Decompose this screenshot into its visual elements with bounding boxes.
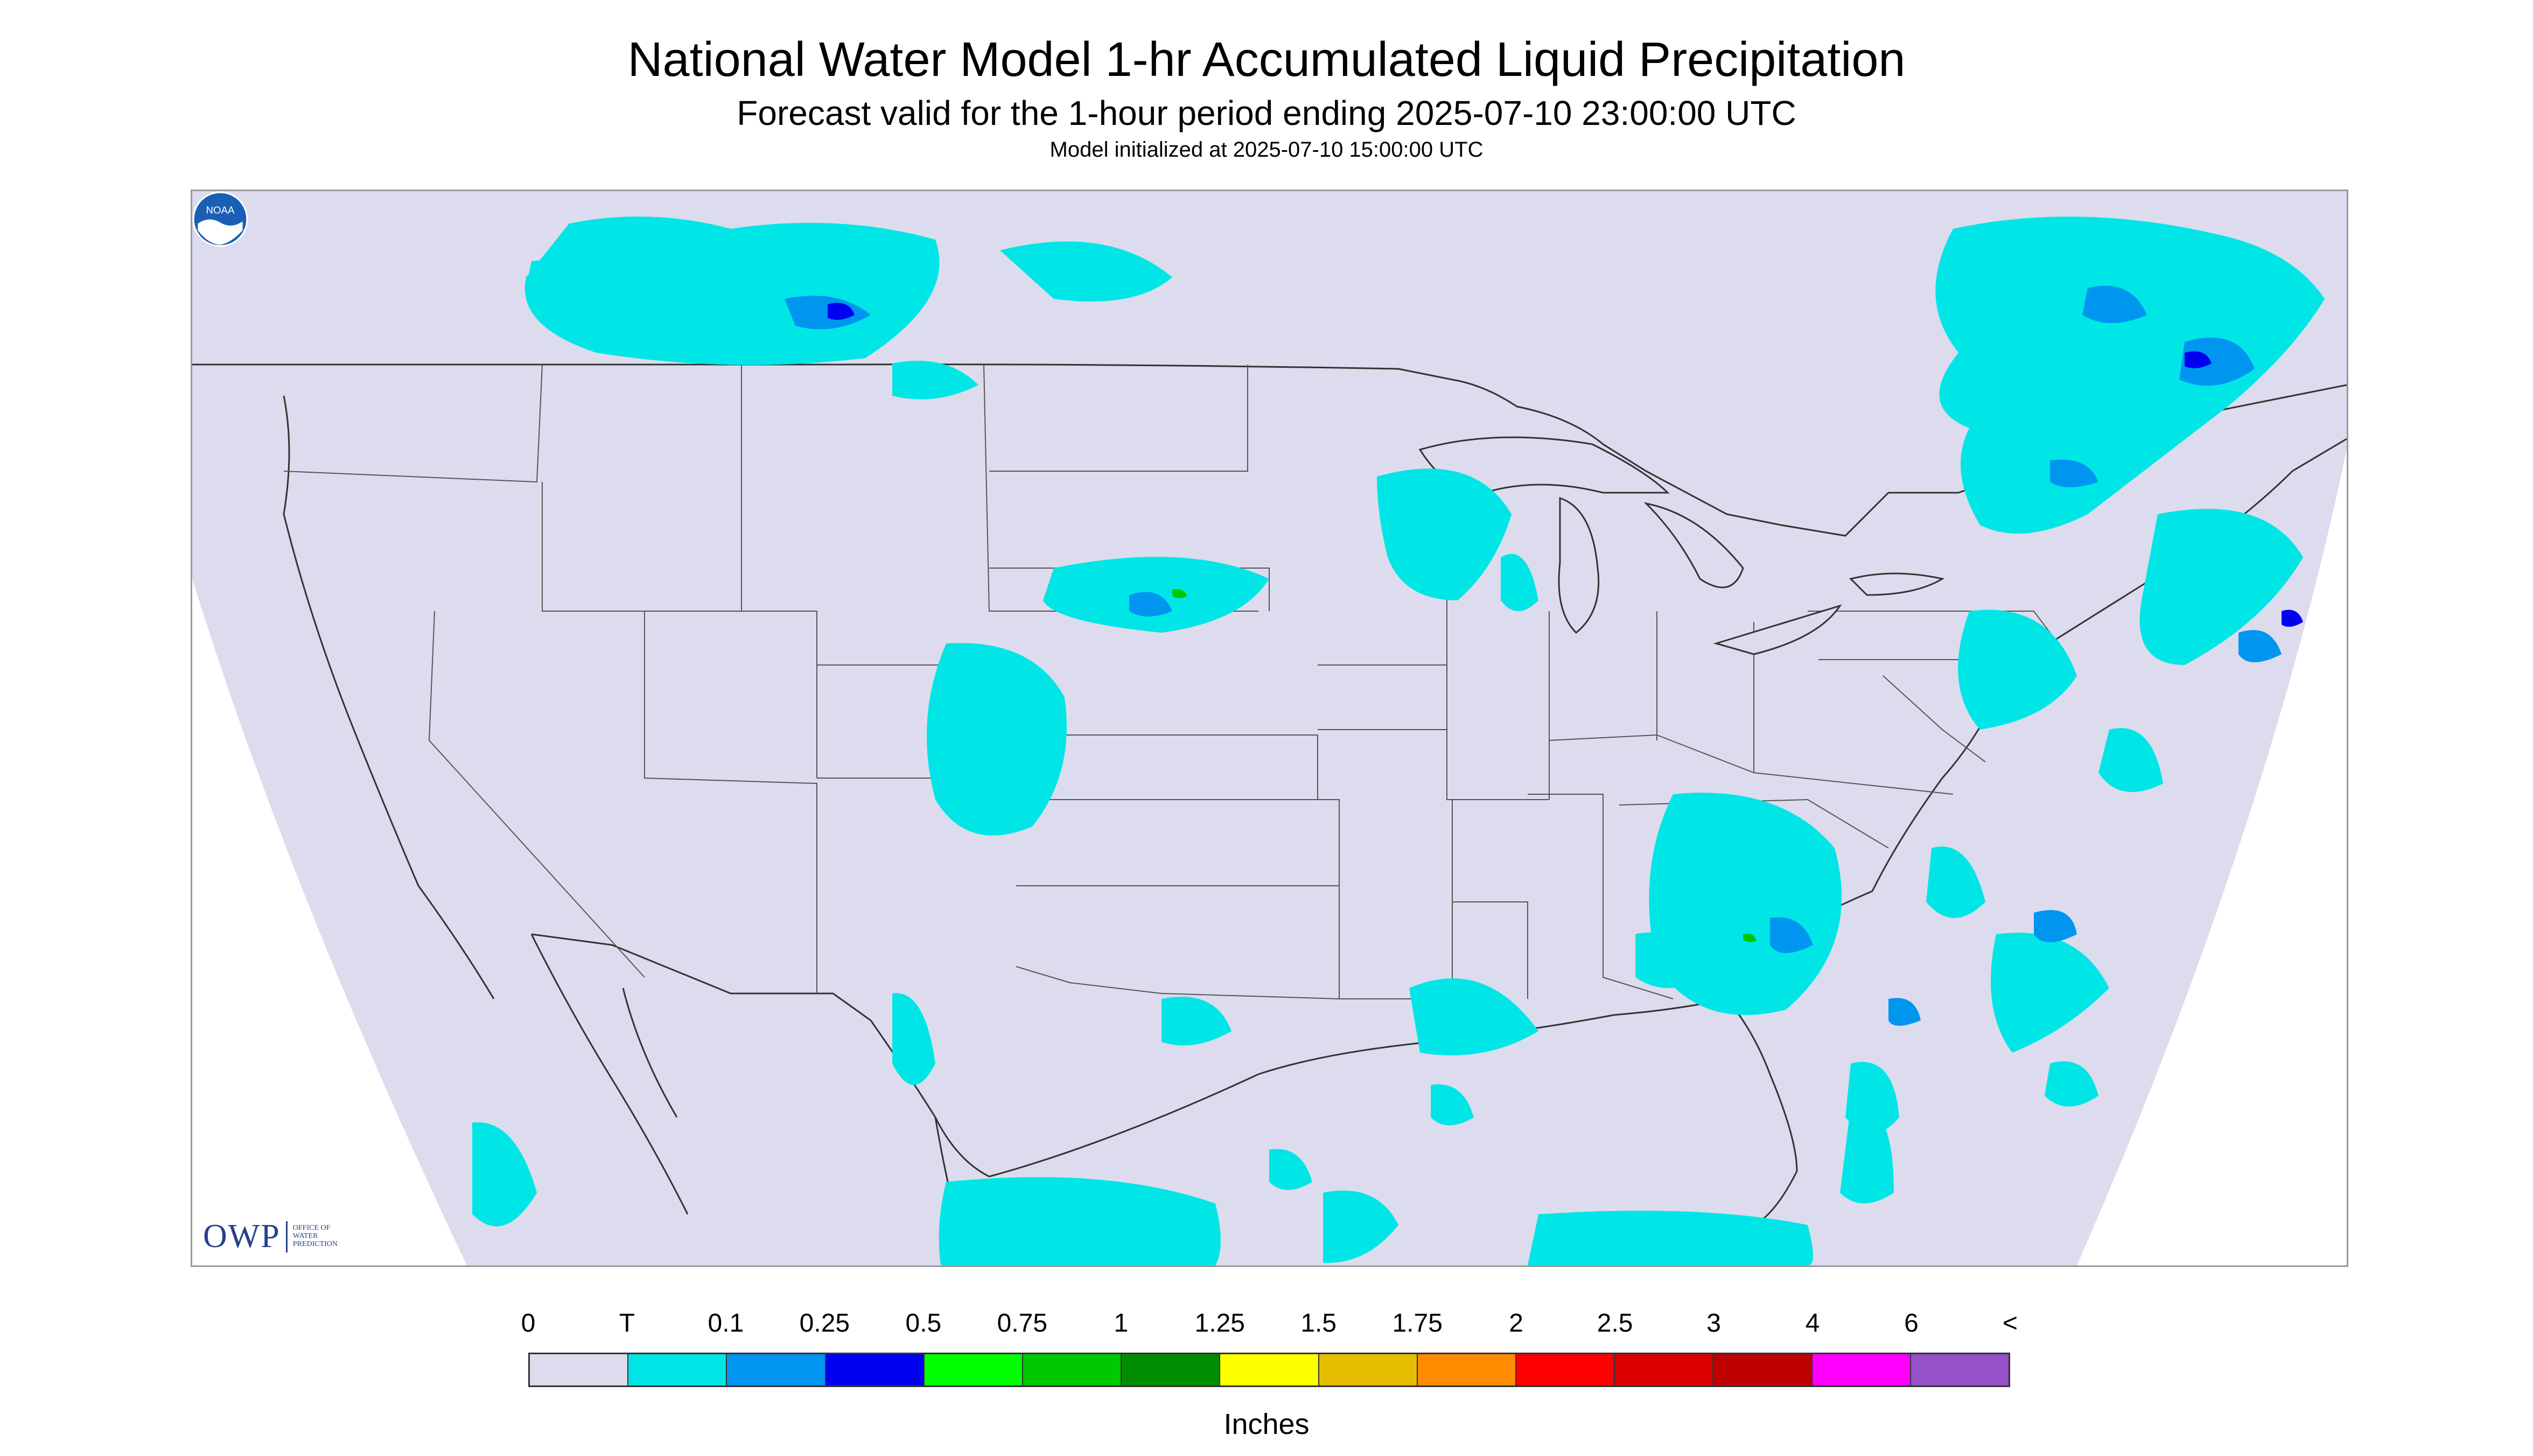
legend-swatch [924, 1354, 1024, 1385]
owp-logo-line-3: PREDICTION [292, 1240, 338, 1248]
legend-tick-label: 0.5 [905, 1309, 942, 1338]
legend-tick-label: 1 [1114, 1309, 1129, 1338]
west-coast [283, 395, 495, 999]
legend-swatch [1516, 1354, 1615, 1385]
legend-tick-label: 0.75 [997, 1309, 1048, 1338]
legend-tick-label: T [619, 1309, 635, 1338]
legend-tick-label: 1.75 [1392, 1309, 1443, 1338]
great-lakes [1418, 436, 1944, 655]
legend-swatch [628, 1354, 727, 1385]
legend-swatch [1713, 1354, 1813, 1385]
legend-swatch [825, 1354, 925, 1385]
legend-tick-label: 0.25 [799, 1309, 850, 1338]
noaa-logo-text: NOAA [206, 205, 235, 216]
baja-peninsula [622, 988, 678, 1118]
owp-logo-divider [285, 1221, 288, 1252]
legend-tick-label: 6 [1904, 1309, 1919, 1338]
mexico-coast [530, 934, 689, 1215]
legend-tick-label: 2 [1509, 1309, 1524, 1338]
map-title: National Water Model 1-hr Accumulated Li… [627, 33, 1906, 87]
legend-swatch [1911, 1354, 2009, 1385]
legend-tick-label: 0 [521, 1309, 536, 1338]
owp-logo-text: OFFICE OF WATER PREDICTION [293, 1224, 338, 1248]
owp-logo: OWP OFFICE OF WATER PREDICTION [203, 1217, 338, 1256]
precipitation-legend [528, 1353, 2010, 1387]
legend-units: Inches [1223, 1408, 1310, 1440]
forecast-valid-subtitle: Forecast valid for the 1-hour period end… [737, 94, 1796, 132]
legend-tick-label: < [2002, 1309, 2018, 1338]
precipitation-map: OWP OFFICE OF WATER PREDICTION NOAA [191, 190, 2348, 1267]
legend-swatch [1812, 1354, 1911, 1385]
gulf-coast [989, 998, 1798, 1226]
precip-heavy [1172, 589, 1757, 942]
owp-logo-line-2: WATER [292, 1232, 318, 1241]
model-init-subtitle: Model initialized at 2025-07-10 15:00:00… [1049, 138, 1484, 162]
legend-tick-label: 0.1 [708, 1309, 744, 1338]
legend-swatch [1023, 1354, 1122, 1385]
legend-tick-labels: 0 T 0.1 0.25 0.5 0.75 1 1.25 1.5 1.75 2 2.5 3 4 6 < [0, 1308, 2533, 1341]
precip-moderate [828, 303, 2303, 627]
us-canada-border [192, 363, 2347, 537]
legend-swatch [1220, 1354, 1319, 1385]
legend-tick-label: 1.5 [1300, 1309, 1337, 1338]
legend-tick-label: 2.5 [1597, 1309, 1633, 1338]
legend-tick-label: 3 [1706, 1309, 1721, 1338]
legend-swatch [1319, 1354, 1418, 1385]
legend-swatch [1122, 1354, 1221, 1385]
model-domain [192, 191, 2347, 1265]
owp-logo-line-1: OFFICE OF [292, 1224, 331, 1233]
map-canvas [192, 191, 2347, 1265]
noaa-logo: NOAA [192, 191, 248, 247]
legend-swatch [530, 1354, 629, 1385]
legend-swatch [1417, 1354, 1517, 1385]
state-lines [283, 364, 2067, 999]
legend-tick-label: 4 [1805, 1309, 1820, 1338]
legend-swatch [727, 1354, 826, 1385]
us-mexico-border [531, 933, 990, 1178]
precip-trace [472, 216, 2325, 1265]
owp-logo-mark: OWP [203, 1218, 281, 1255]
legend-swatch [1615, 1354, 1714, 1385]
legend-tick-label: 1.25 [1194, 1309, 1245, 1338]
